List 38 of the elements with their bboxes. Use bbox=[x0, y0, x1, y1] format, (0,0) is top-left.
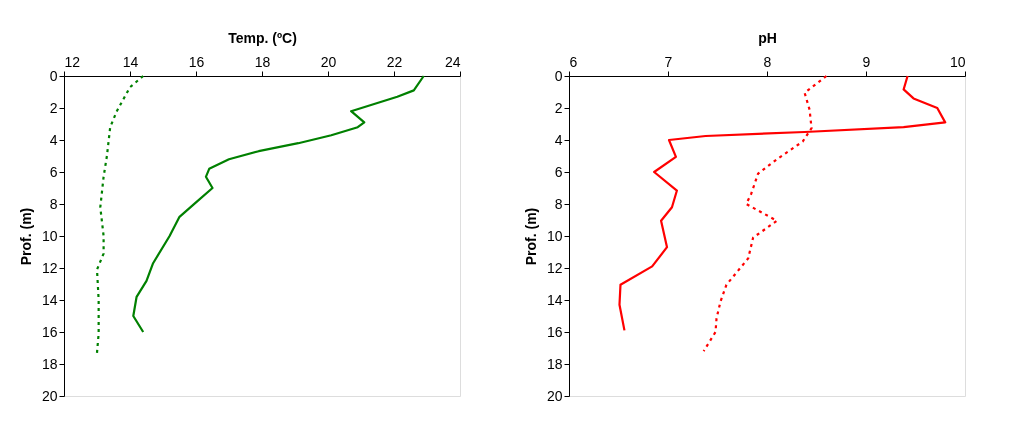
y-tick-label: 18 bbox=[546, 355, 563, 372]
y-axis-title: Prof. (m) bbox=[17, 207, 34, 266]
y-tick-label: 16 bbox=[41, 323, 58, 340]
y-tick-label: 0 bbox=[554, 67, 563, 84]
x-tick-label: 10 bbox=[949, 53, 966, 70]
x-tick-label: 22 bbox=[386, 53, 403, 70]
y-tick-label: 16 bbox=[546, 323, 563, 340]
y-tick-label: 12 bbox=[41, 259, 58, 276]
x-tick-label: 24 bbox=[444, 53, 461, 70]
y-tick-label: 12 bbox=[546, 259, 563, 276]
y-tick-label: 10 bbox=[41, 227, 58, 244]
x-tick-label: 8 bbox=[763, 53, 772, 70]
y-tick-label: 0 bbox=[49, 67, 58, 84]
y-tick-label: 6 bbox=[49, 163, 58, 180]
x-tick-label: 9 bbox=[862, 53, 871, 70]
y-tick-label: 4 bbox=[49, 131, 58, 148]
x-axis-title: Temp. (ºC) bbox=[228, 29, 297, 46]
x-tick-label: 18 bbox=[254, 53, 271, 70]
x-tick-label: 12 bbox=[64, 53, 81, 70]
y-tick-label: 8 bbox=[49, 195, 58, 212]
x-tick-label: 7 bbox=[664, 53, 673, 70]
y-axis-title: Prof. (m) bbox=[522, 207, 539, 266]
y-tick-label: 10 bbox=[546, 227, 563, 244]
y-tick-label: 8 bbox=[554, 195, 563, 212]
x-tick-label: 6 bbox=[569, 53, 578, 70]
y-tick-label: 4 bbox=[554, 131, 563, 148]
x-tick-label: 16 bbox=[188, 53, 205, 70]
x-tick-label: 20 bbox=[320, 53, 337, 70]
y-tick-label: 2 bbox=[49, 99, 58, 116]
y-tick-label: 14 bbox=[41, 291, 58, 308]
y-tick-label: 20 bbox=[546, 387, 563, 404]
y-tick-label: 2 bbox=[554, 99, 563, 116]
y-tick-label: 6 bbox=[554, 163, 563, 180]
x-tick-label: 14 bbox=[122, 53, 139, 70]
y-tick-label: 14 bbox=[546, 291, 563, 308]
y-tick-label: 20 bbox=[41, 387, 58, 404]
y-tick-label: 18 bbox=[41, 355, 58, 372]
x-axis-title: pH bbox=[758, 29, 777, 46]
